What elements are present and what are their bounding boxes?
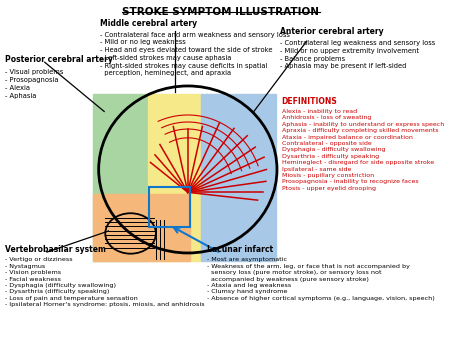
Bar [93, 94, 148, 261]
Text: DEFINITIONS: DEFINITIONS [282, 97, 337, 106]
Text: - Vertigo or dizziness
- Nystagmus
- Vision problems
- Facial weakness
- Dysphag: - Vertigo or dizziness - Nystagmus - Vis… [5, 257, 205, 307]
Text: - Contralateral face and arm weakness and sensory loss
- Mild or no leg weakness: - Contralateral face and arm weakness an… [100, 32, 290, 76]
Text: Alexia - inability to read
Anhidrosis - loss of sweating
Aphasia - inability to : Alexia - inability to read Anhidrosis - … [282, 109, 444, 191]
Text: - Most are asymptomatic
- Weakness of the arm, leg, or face that is not accompan: - Most are asymptomatic - Weakness of th… [207, 257, 435, 301]
Bar [93, 194, 190, 261]
Text: Posterior cerebral artery: Posterior cerebral artery [5, 55, 113, 64]
Text: Lacunar infarct: Lacunar infarct [207, 245, 273, 254]
Text: Middle cerebral artery: Middle cerebral artery [100, 19, 197, 28]
Text: Anterior cerebral artery: Anterior cerebral artery [280, 27, 384, 36]
Bar [149, 187, 190, 227]
Text: STROKE SYMPTOM ILLUSTRATION: STROKE SYMPTOM ILLUSTRATION [122, 7, 319, 17]
Bar [201, 94, 276, 261]
Text: Vertebrobasilar system: Vertebrobasilar system [5, 245, 106, 254]
Bar [148, 94, 201, 261]
Text: - Visual problems
- Prosopagnosia
- Alexia
- Aphasia: - Visual problems - Prosopagnosia - Alex… [5, 69, 64, 98]
Text: - Contralateral leg weakness and sensory loss
- Mild or no upper extremity invol: - Contralateral leg weakness and sensory… [280, 40, 436, 69]
